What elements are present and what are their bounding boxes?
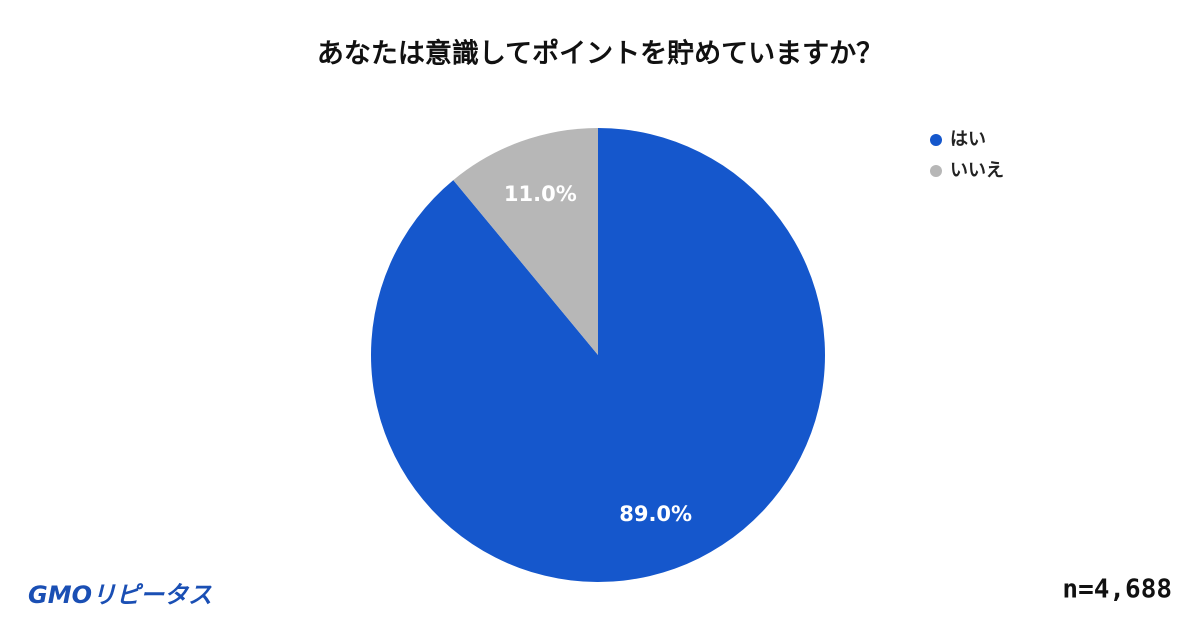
legend-label: はい [950, 129, 986, 150]
legend-swatch [930, 134, 942, 146]
slice-label: 89.0% [619, 502, 692, 526]
legend-swatch [930, 165, 942, 177]
pie-slice [371, 128, 825, 583]
legend-label: いいえ [950, 160, 1004, 181]
slice-label: 11.0% [504, 182, 577, 206]
chart-title: あなたは意識してポイントを貯めていますか？ [317, 38, 883, 70]
logo: GMOリピータス [28, 581, 212, 609]
pie-slice [453, 127, 598, 355]
sample-size: n=4,688 [1062, 575, 1172, 605]
